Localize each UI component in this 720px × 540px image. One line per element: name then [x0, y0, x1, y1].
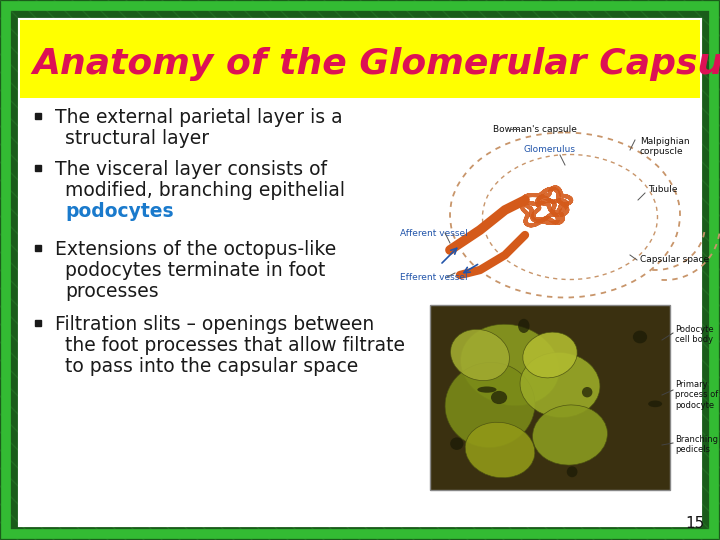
Ellipse shape — [523, 332, 577, 378]
Text: podocytes terminate in foot: podocytes terminate in foot — [65, 261, 325, 280]
Text: Bowman's capsule: Bowman's capsule — [493, 125, 577, 133]
Text: 15: 15 — [685, 516, 705, 530]
Text: podocytes: podocytes — [65, 202, 174, 221]
Text: to pass into the capsular space: to pass into the capsular space — [65, 357, 359, 376]
Ellipse shape — [491, 391, 507, 404]
Ellipse shape — [633, 330, 647, 343]
Text: Extensions of the octopus-like: Extensions of the octopus-like — [55, 240, 336, 259]
Ellipse shape — [451, 329, 510, 381]
Text: Capsular space: Capsular space — [640, 255, 709, 265]
Ellipse shape — [450, 437, 464, 450]
Bar — [430, 305, 670, 490]
Ellipse shape — [567, 467, 577, 477]
Text: Podocyte
cell body: Podocyte cell body — [675, 325, 714, 345]
Text: The external parietal layer is a: The external parietal layer is a — [55, 108, 343, 127]
Text: Malpighian
corpuscle: Malpighian corpuscle — [640, 137, 690, 157]
Text: Tubule: Tubule — [648, 186, 678, 194]
Text: modified, branching epithelial: modified, branching epithelial — [65, 181, 345, 200]
Bar — [20, 20, 700, 98]
Ellipse shape — [533, 405, 608, 465]
Text: Anatomy of the Glomerular Capsule: Anatomy of the Glomerular Capsule — [32, 47, 720, 81]
Text: structural layer: structural layer — [65, 129, 209, 148]
Ellipse shape — [461, 324, 559, 406]
Text: processes: processes — [65, 282, 158, 301]
Ellipse shape — [477, 387, 497, 393]
Ellipse shape — [582, 387, 593, 397]
Text: Glomerulus: Glomerulus — [524, 145, 576, 153]
Text: Primary
process of
podocyte: Primary process of podocyte — [675, 380, 719, 410]
Ellipse shape — [445, 362, 535, 448]
Text: Efferent vessel: Efferent vessel — [400, 273, 467, 281]
Ellipse shape — [518, 319, 529, 333]
Text: Filtration slits – openings between: Filtration slits – openings between — [55, 315, 374, 334]
Ellipse shape — [465, 422, 535, 478]
Ellipse shape — [648, 401, 662, 407]
Text: Afferent vessel: Afferent vessel — [400, 228, 468, 238]
Text: The visceral layer consists of: The visceral layer consists of — [55, 160, 327, 179]
Text: the foot processes that allow filtrate: the foot processes that allow filtrate — [65, 336, 405, 355]
Text: Branching
pedicels: Branching pedicels — [675, 435, 718, 454]
Ellipse shape — [520, 353, 600, 417]
